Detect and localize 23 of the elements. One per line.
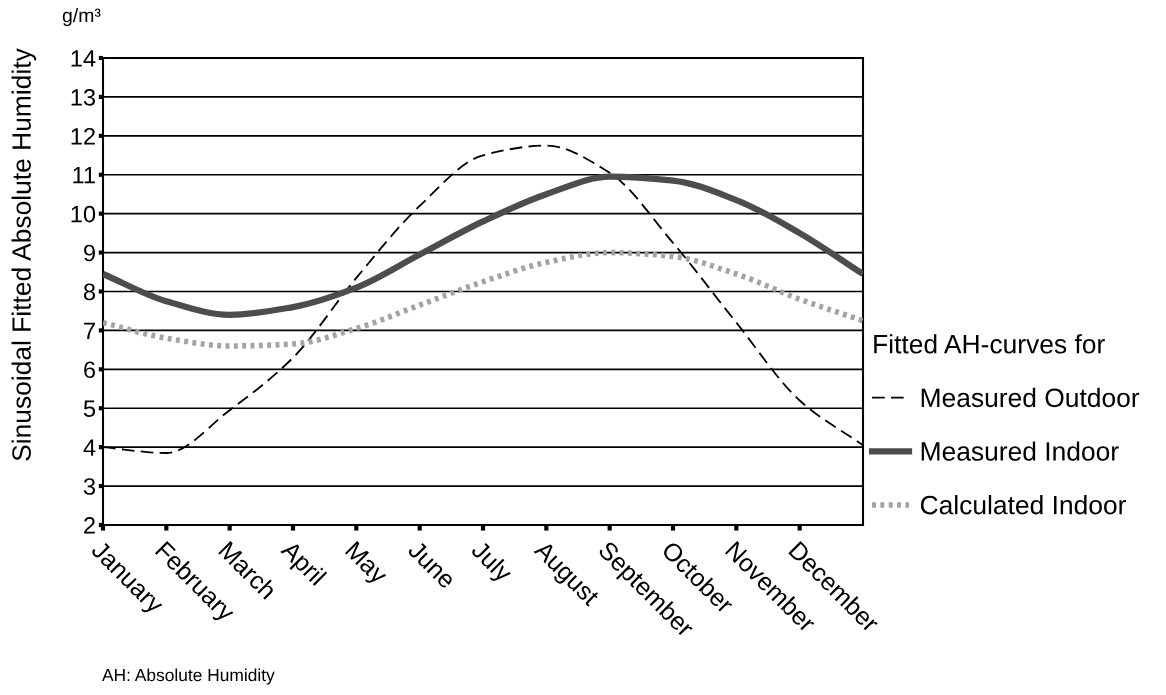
y-tick-label: 8	[83, 283, 96, 301]
y-tick-label: 14	[71, 50, 96, 67]
y-tick-label: 3	[83, 478, 96, 495]
y-tick-label: 13	[71, 88, 96, 106]
x-tick-label: April	[276, 538, 328, 590]
y-tick-label: 9	[84, 244, 95, 262]
legend-label: Measured Outdoor	[921, 387, 1140, 408]
text: AH: Absolute Humidity	[102, 668, 275, 685]
x-tick-label: May	[341, 540, 390, 589]
legend-label: Measured Indoor	[921, 441, 1119, 461]
y-tick-label: 4	[83, 439, 96, 456]
y-tick-label: 7	[84, 322, 95, 339]
y-tick-label: 6	[84, 361, 96, 379]
y-tick-label: 12	[71, 127, 95, 145]
y-tick-label: 10	[71, 205, 96, 223]
x-tick-label: July	[466, 539, 515, 587]
y-tick-label: 11	[73, 167, 95, 184]
legend-title: Fitted AH-curves for	[874, 334, 1105, 354]
y-axis-title: Sinusoidal Fitted Absolute Humidity	[11, 48, 37, 461]
text: g/m³	[62, 8, 101, 27]
y-tick-label: 5	[83, 400, 96, 418]
legend-label: Calculated Indoor	[920, 495, 1126, 515]
y-tick-label: 2	[84, 517, 95, 534]
